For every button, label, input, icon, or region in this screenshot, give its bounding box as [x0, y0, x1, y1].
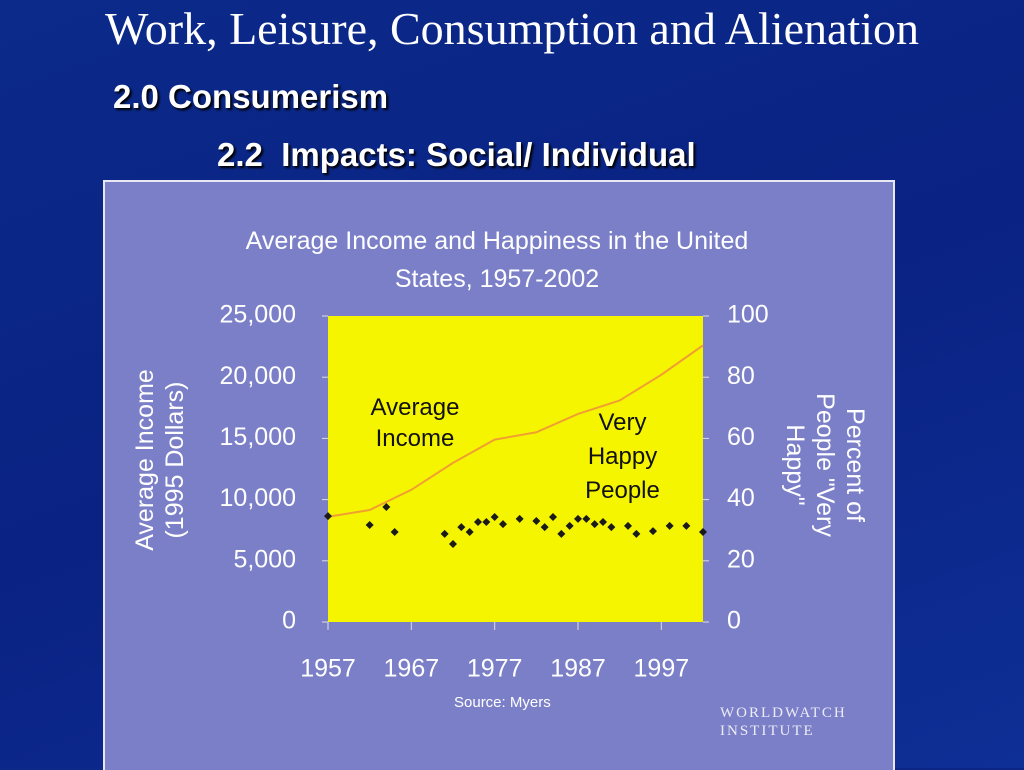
y-tick-label: 10,000: [220, 484, 296, 512]
y-tick-label: 5,000: [233, 545, 296, 573]
data-point: [649, 527, 657, 536]
data-point: [382, 502, 391, 511]
slide-heading: 2.0 Consumerism: [113, 78, 389, 115]
y2-axis-title: Percent of People "Very Happy": [781, 393, 869, 537]
y2-tick-label: 80: [727, 362, 755, 390]
x-tick-label: 1987: [550, 655, 606, 683]
data-point: [599, 517, 607, 526]
data-point: [582, 514, 591, 523]
slide-title: Work, Leisure, Consumption and Alienatio…: [105, 3, 919, 54]
data-point: [549, 513, 557, 522]
data-point: [515, 514, 524, 523]
y2-tick-label: 20: [727, 545, 755, 573]
slide-subheading: 2.2 Impacts: Social/ Individual: [217, 136, 696, 173]
y-tick-label: 20,000: [220, 362, 296, 390]
chart-title: Average Income and Happiness in the Unit…: [245, 227, 749, 293]
data-point: [532, 517, 541, 526]
y2-tick-label: 40: [727, 484, 755, 512]
y2-tick-label: 60: [727, 423, 755, 451]
data-point: [632, 529, 641, 538]
data-point: [607, 523, 616, 532]
y-tick-label: 15,000: [220, 423, 296, 451]
data-point: [682, 521, 691, 530]
data-point: [365, 520, 374, 529]
data-point: [665, 521, 674, 530]
data-point: [457, 523, 466, 532]
series-label: Average Income: [370, 394, 460, 452]
data-point: [482, 517, 491, 526]
data-point: [474, 517, 482, 526]
x-tick-label: 1957: [300, 655, 356, 683]
y2-tick-label: 100: [727, 301, 769, 329]
y-axis-title: Average Income (1995 Dollars): [131, 369, 189, 551]
data-point: [699, 528, 707, 537]
series-label: Very Happy People: [585, 409, 660, 504]
y-tick-label: 0: [282, 607, 296, 635]
data-point: [565, 521, 574, 530]
x-tick-label: 1967: [384, 655, 440, 683]
data-point: [449, 539, 457, 548]
y2-tick-label: 0: [727, 607, 741, 635]
plot-area: [328, 316, 703, 622]
data-point: [490, 513, 499, 522]
y-tick-label: 25,000: [220, 301, 296, 329]
data-point: [499, 520, 507, 529]
data-point: [324, 512, 332, 521]
x-tick-label: 1997: [634, 655, 690, 683]
data-point: [557, 529, 566, 538]
source: Source: Myers: [454, 694, 551, 711]
data-point: [440, 529, 449, 538]
data-point: [540, 523, 549, 532]
series-line: [327, 344, 704, 518]
data-point: [390, 528, 399, 537]
logo: WORLDWATCH INSTITUTE: [720, 705, 847, 739]
data-point: [590, 520, 599, 529]
data-point: [465, 528, 474, 537]
x-tick-label: 1977: [467, 655, 523, 683]
data-point: [574, 514, 582, 523]
data-point: [624, 521, 632, 530]
